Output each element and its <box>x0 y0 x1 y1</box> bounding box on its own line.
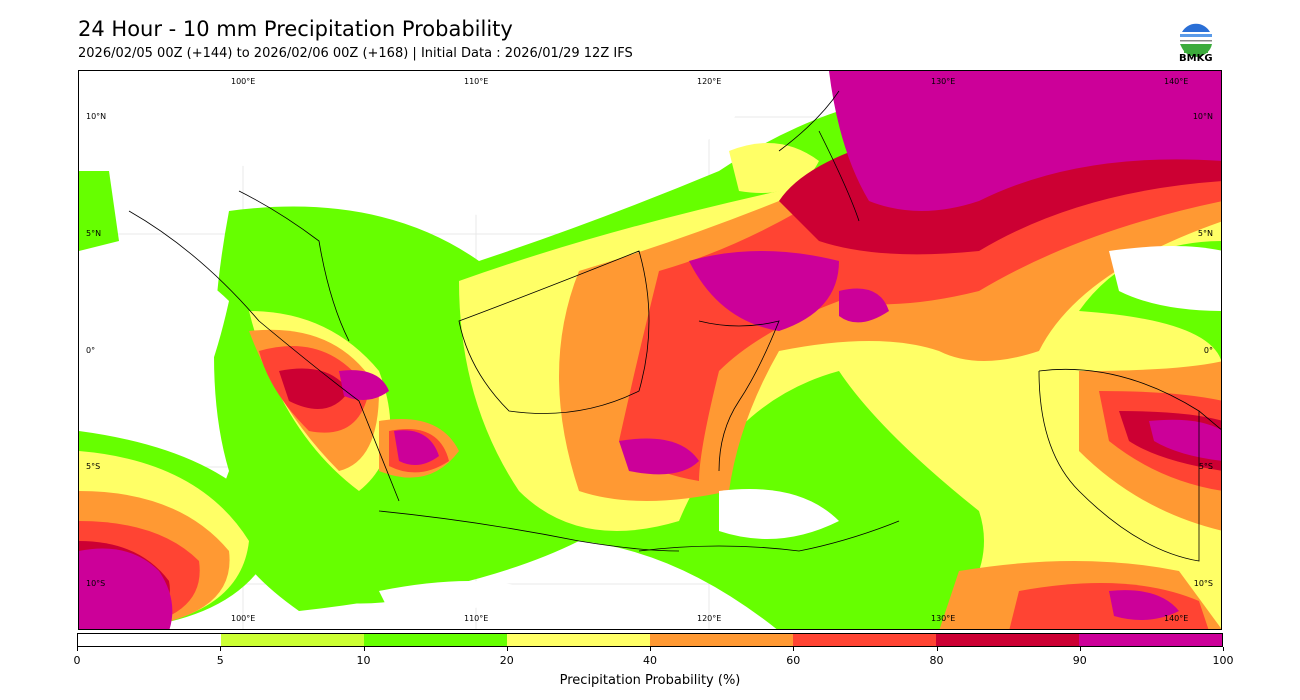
lon-label-top: 100°E <box>231 77 256 86</box>
chart-subtitle: 2026/02/05 00Z (+144) to 2026/02/06 00Z … <box>78 46 633 61</box>
colorbar-segment <box>793 634 936 646</box>
precipitation-map: 100°E 110°E 120°E 130°E 140°E 100°E 110°… <box>78 70 1222 630</box>
colorbar-tick-label: 10 <box>356 654 371 667</box>
colorbar-tick-label: 5 <box>216 654 224 667</box>
colorbar-segment <box>364 634 507 646</box>
colorbar-tick-label: 60 <box>786 654 801 667</box>
colorbar-tick-mark <box>793 647 795 651</box>
colorbar-tick-mark <box>1223 647 1224 651</box>
colorbar-segment <box>936 634 1079 646</box>
colorbar-tick-label: 0 <box>73 654 81 667</box>
colorbar-tick-mark <box>936 647 938 651</box>
colorbar-tick-label: 90 <box>1072 654 1087 667</box>
lat-label-left: 0° <box>86 346 96 355</box>
colorbar-tick-mark <box>77 647 78 651</box>
lon-label-bottom: 120°E <box>697 614 722 623</box>
colorbar-segment <box>1079 634 1222 646</box>
lon-label-top: 110°E <box>464 77 489 86</box>
white-areas <box>79 71 1221 612</box>
colorbar-tick-mark <box>1079 647 1081 651</box>
lat-label-left: 10°S <box>86 579 106 588</box>
colorbar-tick-mark <box>506 647 508 651</box>
probability-field <box>79 71 1221 629</box>
lon-label-bottom: 130°E <box>931 614 956 623</box>
colorbar-tick-mark <box>650 647 651 651</box>
lat-label-right: 10°N <box>1192 112 1213 121</box>
lon-label-top: 140°E <box>1164 77 1189 86</box>
lon-label-top: 130°E <box>931 77 956 86</box>
lon-label-bottom: 110°E <box>464 614 489 623</box>
lat-label-right: 10°S <box>1193 579 1213 588</box>
colorbar-segment <box>507 634 650 646</box>
colorbar-label: Precipitation Probability (%) <box>559 673 741 688</box>
colorbar-segment <box>221 634 364 646</box>
colorbar-tick-label: 20 <box>499 654 514 667</box>
colorbar-tick-label: 100 <box>1212 654 1234 667</box>
colorbar-segment <box>78 634 221 646</box>
lat-label-left: 5°N <box>86 229 102 238</box>
bmkg-logo-icon <box>1180 23 1212 57</box>
colorbar-tick-label: 40 <box>643 654 657 667</box>
colorbar-tick-mark <box>363 647 365 651</box>
logo-text: BMKG <box>1179 53 1213 64</box>
lat-label-right: 0° <box>1203 346 1213 355</box>
chart-title: 24 Hour - 10 mm Precipitation Probabilit… <box>78 17 513 41</box>
coastlines <box>128 90 1221 562</box>
lon-label-top: 120°E <box>697 77 722 86</box>
colorbar-tick-label: 80 <box>929 654 944 667</box>
colorbar-tick-mark <box>220 647 222 651</box>
lon-label-bottom: 140°E <box>1164 614 1189 623</box>
lon-label-bottom: 100°E <box>231 614 256 623</box>
lat-label-right: 5°S <box>1198 462 1213 471</box>
colorbar-segment <box>650 634 793 646</box>
lat-label-left: 5°S <box>86 462 101 471</box>
lat-label-right: 5°N <box>1197 229 1213 238</box>
magenta-areas <box>79 71 1221 629</box>
lat-label-left: 10°N <box>86 112 107 121</box>
colorbar <box>77 633 1223 647</box>
